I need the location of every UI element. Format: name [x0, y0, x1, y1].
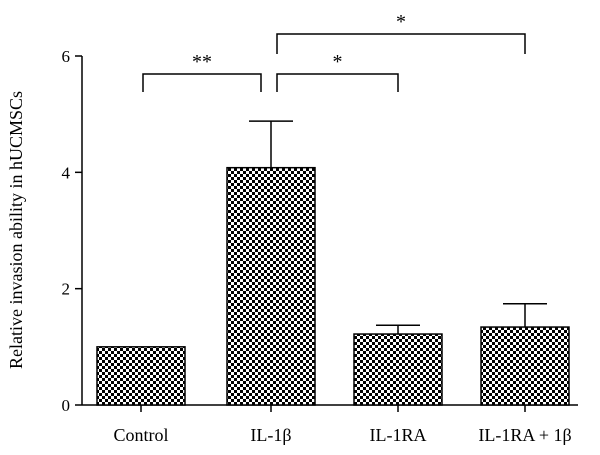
significance-label: * — [333, 51, 343, 73]
bar-il-1 — [226, 166, 316, 406]
significance-bracket — [142, 73, 262, 92]
y-axis-label: Relative invasion ability in hUCMSCs — [6, 91, 26, 369]
significance-label: * — [396, 11, 406, 33]
x-tick-label: IL-1β — [250, 425, 291, 445]
y-tick-label: 4 — [62, 163, 71, 182]
bar-il-1ra-1 — [480, 326, 570, 406]
x-tick-label: Control — [113, 425, 168, 445]
significance-bracket — [276, 73, 399, 92]
significance-brackets: ** ** — [142, 11, 526, 92]
x-tick-label: IL-1RA + 1β — [478, 425, 571, 445]
bar-control — [96, 346, 186, 406]
significance-label: ** — [192, 51, 212, 73]
bars — [96, 166, 570, 406]
y-tick-label: 2 — [62, 280, 71, 299]
x-tick-label: IL-1RA — [370, 425, 427, 445]
significance-bracket — [276, 33, 526, 54]
bar-il-1ra — [353, 333, 443, 406]
y-tick-label: 6 — [62, 47, 71, 66]
y-tick-label: 0 — [62, 396, 71, 415]
error-bars — [249, 120, 547, 335]
